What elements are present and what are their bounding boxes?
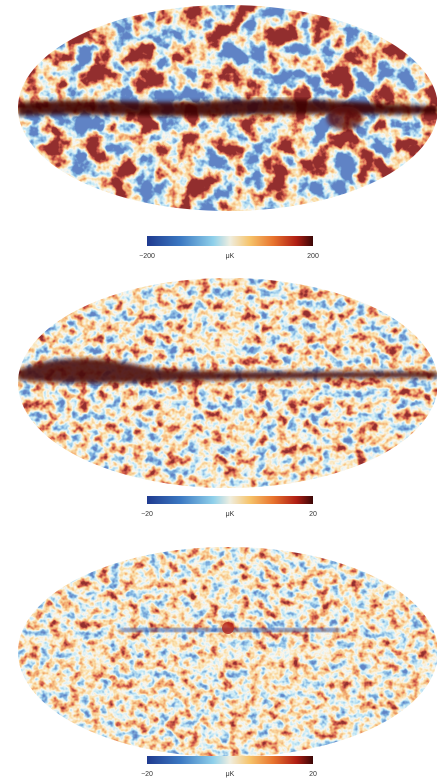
colorbar-unit: μK <box>226 771 235 778</box>
colorbar <box>147 236 313 246</box>
colorbar-unit: μK <box>226 253 235 260</box>
colorbar-min: −20 <box>141 771 153 778</box>
colorbar-min: −20 <box>141 511 153 518</box>
sky-map <box>18 547 437 757</box>
colorbar-max: 20 <box>309 511 317 518</box>
sky-map <box>18 5 437 211</box>
sky-map <box>18 278 437 488</box>
colorbar <box>147 496 313 504</box>
colorbar-unit: μK <box>226 511 235 518</box>
colorbar-min: −200 <box>139 253 155 260</box>
colorbar-max: 200 <box>307 253 319 260</box>
colorbar <box>147 756 313 764</box>
colorbar-max: 20 <box>309 771 317 778</box>
